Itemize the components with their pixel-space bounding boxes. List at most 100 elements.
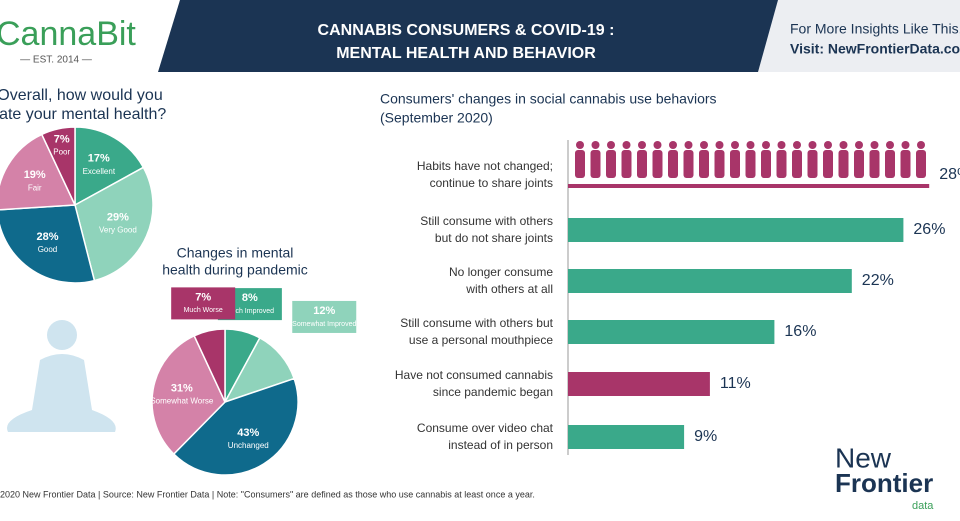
promo: Visit: NewFrontierData.com [790,41,960,57]
person-icon [793,141,801,149]
pie-slice [172,377,299,476]
person-icon [854,150,864,178]
pie-value-label: 7% [195,291,211,303]
person-icon [700,141,708,149]
pie-title: Changes in mental [177,245,294,261]
person-icon [824,141,832,149]
person-icon [792,150,802,178]
person-icon [900,150,911,178]
pie-value-label: 8% [242,292,258,304]
category-label: since pandemic began [433,385,553,399]
pie-value-label: 43% [237,427,259,439]
person-icon [591,141,600,149]
pie-value-label: 12% [313,305,335,317]
promo-panel [740,0,960,72]
pie-category-label: Much Improved [226,308,274,315]
pie-value-label: 28% [36,231,58,243]
person-icon [606,150,616,178]
person-icon [885,150,895,178]
person-icon [917,141,925,149]
category-label: Habits have not changed; [417,159,553,173]
person-icon [637,150,647,178]
bar [568,425,685,449]
pie-value-label: 7% [54,134,70,146]
person-icon [761,150,771,178]
value-label: 22% [862,272,894,289]
value-label: 9% [694,428,717,445]
pie-category-label: Somewhat Worse [150,397,214,406]
callout-box [171,287,236,320]
category-label: use a personal mouthpiece [409,333,553,347]
pie-category-label: Much Worse [184,307,223,314]
bar-subtitle: (September 2020) [380,110,493,126]
category-label: Still consume with others but [400,316,553,330]
value-label: 16% [784,323,816,340]
bar [568,320,775,344]
person-icon [638,141,646,149]
person-icon [731,141,739,149]
person-icon [714,150,725,178]
person-icon [576,141,584,149]
header-banner [158,0,778,72]
bar [568,184,930,188]
category-label: instead of in person [448,438,553,452]
person-icon [668,150,678,178]
meditation-figure [7,320,116,432]
category-label: Still consume with others [420,214,553,228]
pie-title: health during pandemic [162,262,308,278]
pie-value-label: 29% [107,211,129,223]
pie-category-label: Unchanged [228,441,269,450]
person-icon [715,141,724,149]
person-icon [777,141,786,149]
logo: CannaBit [0,15,136,53]
person-icon [746,141,755,149]
person-icon [652,150,663,178]
brand: New [835,442,892,473]
value-label: 11% [720,375,751,392]
category-label: No longer consume [449,265,553,279]
header-title: MENTAL HEALTH AND BEHAVIOR [336,45,596,62]
person-icon [901,141,910,149]
pie-title: rate your mental health? [0,106,166,123]
callout-box [292,300,357,333]
logo-sub: — EST. 2014 — [20,55,92,66]
pie-value-label: 31% [171,382,193,394]
person-icon [886,141,894,149]
person-icon [730,150,740,178]
person-icon [855,141,863,149]
brand: Frontier [835,468,933,498]
person-icon [684,141,693,149]
footer-note: 2020 New Frontier Data | Source: New Fro… [0,489,535,499]
pie-slice [74,166,154,282]
person-icon [869,150,880,178]
value-label: 28% [939,166,960,183]
bar [568,218,904,242]
pie-value-label: 17% [88,153,110,165]
person-icon [699,150,709,178]
pie-category-label: Somewhat Improved [292,321,356,328]
person-icon [762,141,770,149]
person-icon [839,141,848,149]
header-title: CANNABIS CONSUMERS & COVID-19 : [318,22,615,39]
pie-slice [0,133,77,211]
person-icon [683,150,694,178]
person-icon [669,141,677,149]
person-icon [916,150,926,178]
person-icon [621,150,632,178]
bar [568,269,852,293]
category-label: continue to share joints [430,176,553,190]
person-icon [808,141,817,149]
pie-title: Overall, how would you [0,87,163,104]
pie-category-label: Very Good [99,226,137,235]
category-label: with others at all [465,282,553,296]
pie-slice [40,126,76,206]
pie-slice [193,328,226,403]
category-label: Have not consumed cannabis [395,368,553,382]
person-icon [807,150,818,178]
bar-title: Consumers' changes in social cannabis us… [380,91,717,107]
person-icon [823,150,833,178]
person-icon [607,141,615,149]
person-icon [575,150,585,178]
